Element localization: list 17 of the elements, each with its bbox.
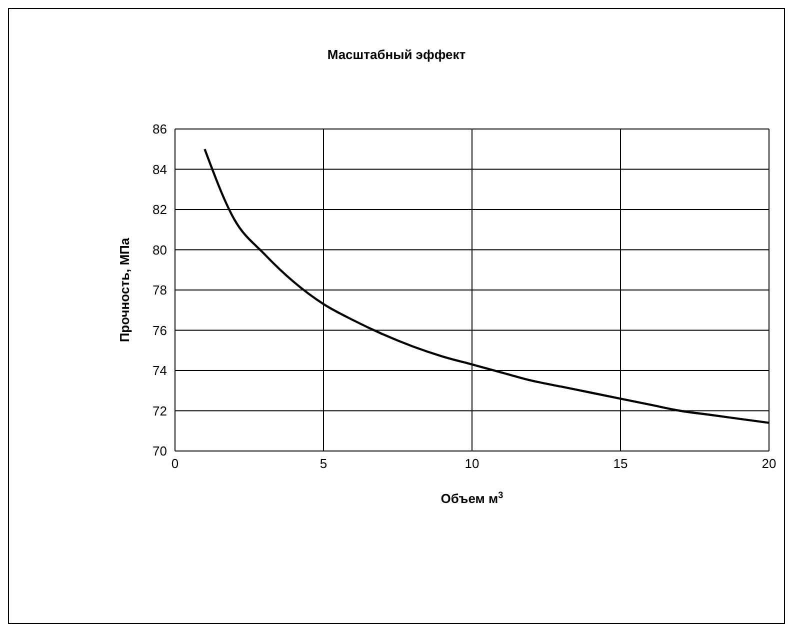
x-tick-label: 15 bbox=[613, 456, 628, 472]
y-tick-label: 76 bbox=[152, 322, 167, 338]
x-tick-label: 10 bbox=[464, 456, 480, 472]
x-tick-label: 20 bbox=[762, 456, 776, 472]
y-tick-label: 84 bbox=[152, 162, 167, 177]
y-tick-label: 86 bbox=[152, 122, 167, 137]
y-tick-label: 72 bbox=[152, 403, 167, 418]
y-tick-label: 78 bbox=[152, 282, 167, 298]
y-tick-label: 82 bbox=[152, 202, 167, 218]
y-tick-label: 80 bbox=[152, 242, 167, 258]
x-tick-label: 5 bbox=[320, 456, 328, 472]
y-axis-title: Прочность, МПа bbox=[117, 237, 132, 342]
x-axis-title: Объем м$^{3}$ bbox=[440, 490, 504, 506]
x-tick-label: 0 bbox=[171, 456, 179, 472]
chart-title: Масштабный эффект bbox=[326, 47, 467, 62]
y-tick-label: 70 bbox=[152, 444, 167, 459]
y-tick-label: 74 bbox=[152, 363, 167, 378]
